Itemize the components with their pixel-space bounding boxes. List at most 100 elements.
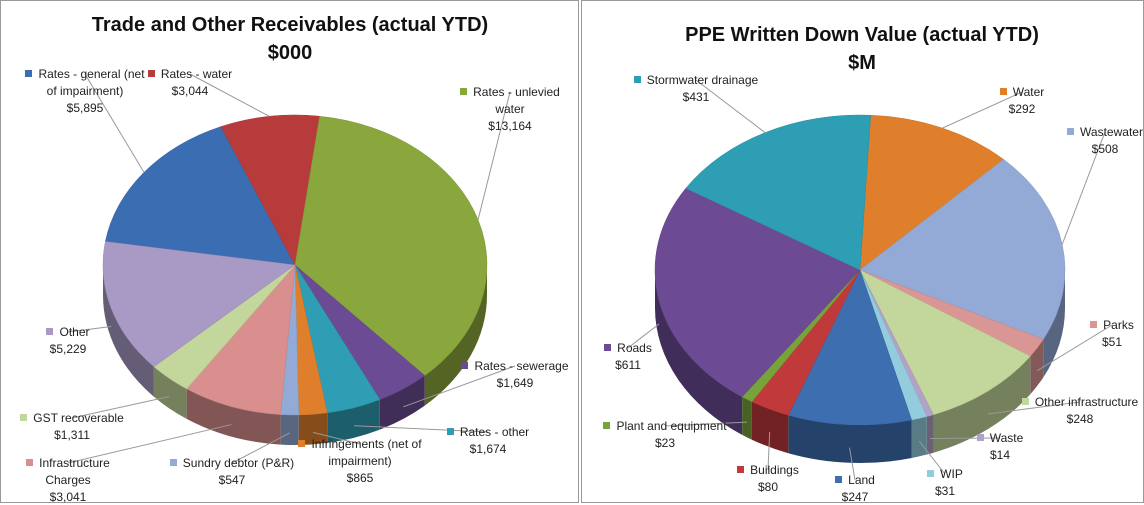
slice-name: Other infrastructure	[1034, 395, 1139, 409]
pie-side	[788, 415, 912, 463]
leader-line	[1061, 131, 1106, 245]
data-label: Wastewater $508	[1040, 124, 1144, 158]
legend-swatch	[46, 328, 54, 335]
slice-name: Parks	[1103, 318, 1134, 332]
data-label: Infringements (net of impairment) $865	[295, 436, 425, 487]
pie-slice	[105, 126, 296, 266]
pie-side	[103, 265, 154, 397]
leader-line	[767, 431, 771, 471]
pie-side	[1043, 270, 1065, 378]
leader-line	[312, 431, 361, 445]
legend-swatch	[20, 414, 28, 421]
pie-side	[280, 414, 299, 445]
leader-line	[664, 421, 748, 427]
label-head: Infringements (net of impairment)	[295, 436, 425, 470]
chart-subtitle: $000	[267, 42, 313, 64]
pie-side	[327, 399, 380, 443]
slice-name: Plant and equipment	[616, 419, 727, 433]
legend-swatch	[298, 440, 306, 447]
pie-slice	[859, 114, 1004, 271]
leader-line	[695, 79, 766, 134]
slice-value: $431	[682, 90, 710, 104]
slice-value: $5,895	[66, 101, 104, 115]
slice-name: Land	[848, 473, 875, 487]
slice-value: $1,311	[54, 428, 90, 442]
data-label: Water $292	[957, 84, 1087, 118]
data-label: Waste $14	[935, 430, 1065, 464]
label-head: WIP	[880, 466, 1010, 483]
slice-name: Sundry debtor (P&R)	[182, 456, 295, 470]
data-label: Rates - other $1,674	[423, 424, 553, 458]
legend-swatch	[446, 428, 454, 435]
legend-swatch	[737, 466, 745, 473]
data-label: GST recoverable $1,311	[7, 410, 137, 444]
data-label: Land $247	[790, 472, 920, 505]
slice-name: WIP	[940, 467, 963, 481]
pie-side	[933, 356, 1031, 453]
slice-name: Other	[59, 325, 90, 339]
pie-side	[926, 414, 934, 455]
leader-line	[403, 365, 516, 408]
leader-line	[67, 424, 232, 464]
pie-side	[186, 388, 281, 445]
slice-value: $247	[841, 490, 869, 504]
slice-value: $31	[934, 484, 956, 498]
slice-name: Rates - sewerage	[474, 359, 569, 373]
slice-name: Rates - general (net of impairment)	[38, 67, 145, 98]
label-head: Sundry debtor (P&R)	[167, 455, 297, 472]
legend-swatch	[927, 470, 935, 477]
slice-name: Infringements (net of impairment)	[311, 437, 422, 468]
data-label: Rates - water $3,044	[125, 66, 255, 100]
panel	[0, 0, 579, 503]
data-label: Buildings $80	[703, 462, 833, 496]
pie-side	[742, 396, 752, 440]
data-label: Plant and equipment $23	[600, 418, 730, 452]
slice-name: Water	[1012, 85, 1045, 99]
data-label: Parks $51	[1047, 317, 1144, 351]
slice-value: $1,649	[496, 376, 534, 390]
leader-line	[918, 440, 946, 475]
label-head: Buildings	[703, 462, 833, 479]
pie-side	[153, 366, 187, 419]
slice-value: $865	[346, 471, 374, 485]
leader-line	[849, 447, 856, 481]
pie-side	[1030, 339, 1044, 395]
data-label: Roads $611	[563, 340, 693, 374]
legend-swatch	[169, 459, 177, 466]
slice-name: Waste	[989, 431, 1024, 445]
label-head: Water	[957, 84, 1087, 101]
pie-side	[751, 401, 789, 454]
pie-slice	[787, 269, 913, 426]
pie-side	[379, 375, 425, 430]
slice-name: Infrastructure Charges	[39, 456, 110, 487]
leader-line	[1036, 324, 1113, 372]
slice-value: $80	[757, 480, 779, 494]
pie-slice	[186, 264, 296, 415]
slice-value: $292	[1008, 102, 1036, 116]
label-head: Parks	[1047, 317, 1144, 334]
label-head: Roads	[563, 340, 693, 357]
pie-slice	[859, 269, 1031, 416]
label-head: Rates - unlevied water	[445, 84, 575, 118]
legend-swatch	[461, 362, 469, 369]
leader-line	[189, 73, 270, 117]
legend-swatch	[604, 344, 612, 351]
data-label: Rates - general (net of impairment) $5,89…	[20, 66, 150, 117]
pie-slice	[685, 114, 871, 271]
legend-swatch	[147, 70, 155, 77]
slice-name: Rates - water	[160, 67, 233, 81]
data-label: Other infrastructure $248	[1015, 394, 1144, 428]
slice-value: $508	[1091, 142, 1119, 156]
data-label: WIP $31	[880, 466, 1010, 500]
leader-line	[354, 425, 489, 433]
pie-side	[298, 412, 328, 445]
chart-subtitle: $M	[848, 52, 876, 74]
leader-line	[67, 325, 112, 333]
slice-name: Wastewater	[1080, 125, 1143, 139]
pie-slice	[654, 187, 861, 398]
data-label: Sundry debtor (P&R) $547	[167, 455, 297, 489]
slice-value: $547	[218, 473, 246, 487]
slice-value: $14	[989, 448, 1011, 462]
legend-swatch	[1021, 398, 1029, 405]
